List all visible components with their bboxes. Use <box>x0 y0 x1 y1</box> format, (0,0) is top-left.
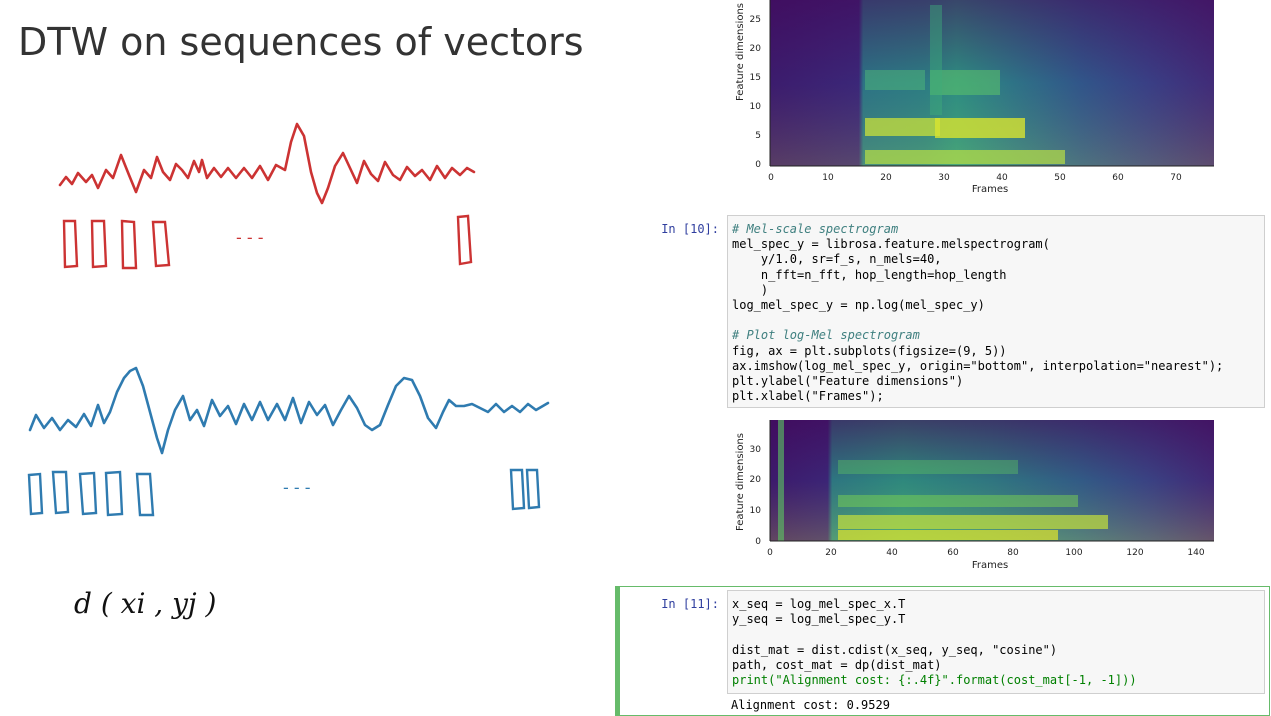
code-line: x_seq = log_mel_spec_x.T <box>732 597 906 611</box>
code-line: n_fft=n_fft, hop_length=hop_length <box>732 267 1007 282</box>
code-line: # Mel-scale spectrogram <box>732 222 899 236</box>
ytick: 10 <box>750 506 762 516</box>
spectrogram-y-ylabel: Feature dimensions <box>735 433 746 531</box>
code-line: ax.imshow(log_mel_spec_y, origin="bottom… <box>732 358 1224 373</box>
spectrogram-y-xticks: 0 20 40 60 80 100 120 140 <box>767 548 1205 558</box>
red-frames <box>62 214 473 270</box>
xtick: 20 <box>825 548 837 558</box>
xtick: 40 <box>996 173 1008 183</box>
ytick: 15 <box>750 73 761 83</box>
xtick: 30 <box>938 173 950 183</box>
spectrogram-y-yticks: 30 20 10 0 <box>750 445 762 547</box>
xtick: 50 <box>1054 173 1066 183</box>
ytick: 5 <box>755 131 761 141</box>
xtick: 0 <box>767 548 773 558</box>
blue-ellipsis: - - - <box>283 478 311 497</box>
handwritten-sketch: - - - - - - d ( xi , yj ) <box>27 122 550 620</box>
code-line: dist_mat = dist.cdist(x_seq, y_seq, "cos… <box>732 642 1058 657</box>
xtick: 0 <box>768 173 774 183</box>
spectrogram-y: 30 20 10 0 0 20 40 60 80 100 120 140 Fra… <box>735 420 1214 571</box>
ytick: 30 <box>750 445 762 455</box>
xtick: 60 <box>947 548 959 558</box>
xtick: 100 <box>1065 548 1082 558</box>
spectrogram-x: 25 20 15 10 5 0 0 10 20 30 40 50 60 70 F… <box>735 0 1214 195</box>
code-line: mel_spec_y = librosa.feature.melspectrog… <box>732 237 1050 252</box>
xtick: 120 <box>1126 548 1143 558</box>
xtick: 80 <box>1007 548 1019 558</box>
ytick: 20 <box>750 44 762 54</box>
xtick: 10 <box>822 173 834 183</box>
ytick: 25 <box>750 15 761 25</box>
code-line: # Plot log-Mel spectrogram <box>732 328 920 343</box>
code-line: print("Alignment cost: {:.4f}".format(co… <box>732 672 1137 687</box>
red-waveform <box>58 122 476 205</box>
xtick: 20 <box>880 173 892 183</box>
code-line: y/1.0, sr=f_s, n_mels=40, <box>732 252 942 267</box>
ytick: 20 <box>750 475 762 485</box>
spectrogram-x-xticks: 0 10 20 30 40 50 60 70 <box>768 173 1182 183</box>
ytick: 10 <box>750 102 762 112</box>
code-line: y_seq = log_mel_spec_y.T <box>732 612 906 627</box>
code-line <box>732 313 1260 328</box>
code-line: path, cost_mat = dp(dist_mat) <box>732 657 942 672</box>
cell-10-prompt: In [10]: <box>661 222 719 236</box>
spectrogram-x-xlabel: Frames <box>972 184 1008 195</box>
xtick: 60 <box>1112 173 1124 183</box>
cell-11-prompt: In [11]: <box>661 597 719 611</box>
red-ellipsis: - - - <box>236 228 264 247</box>
ytick: 0 <box>755 160 761 170</box>
slide-title: DTW on sequences of vectors <box>18 20 584 64</box>
blue-waveform <box>28 366 550 455</box>
spectrogram-x-ylabel: Feature dimensions <box>735 3 746 101</box>
spectrogram-y-xlabel: Frames <box>972 560 1008 571</box>
xtick: 40 <box>886 548 898 558</box>
cell-10-code[interactable]: # Mel-scale spectrogram mel_spec_y = lib… <box>727 215 1265 408</box>
code-line: plt.xlabel("Frames"); <box>732 389 884 404</box>
code-line: plt.ylabel("Feature dimensions") <box>732 373 964 388</box>
code-line: ) <box>732 282 769 297</box>
cell-11-code[interactable]: x_seq = log_mel_spec_x.T y_seq = log_mel… <box>727 590 1265 694</box>
cell-11-output: Alignment cost: 0.9529 <box>731 698 890 712</box>
code-line <box>732 627 1260 642</box>
code-line: log_mel_spec_y = np.log(mel_spec_y) <box>732 297 985 312</box>
code-line: fig, ax = plt.subplots(figsize=(9, 5)) <box>732 343 1007 358</box>
blue-frames <box>27 468 541 517</box>
distance-formula: d ( xi , yj ) <box>74 587 216 620</box>
xtick: 140 <box>1187 548 1204 558</box>
xtick: 70 <box>1170 173 1182 183</box>
spectrogram-x-yticks: 25 20 15 10 5 0 <box>750 15 762 170</box>
ytick: 0 <box>755 537 761 547</box>
